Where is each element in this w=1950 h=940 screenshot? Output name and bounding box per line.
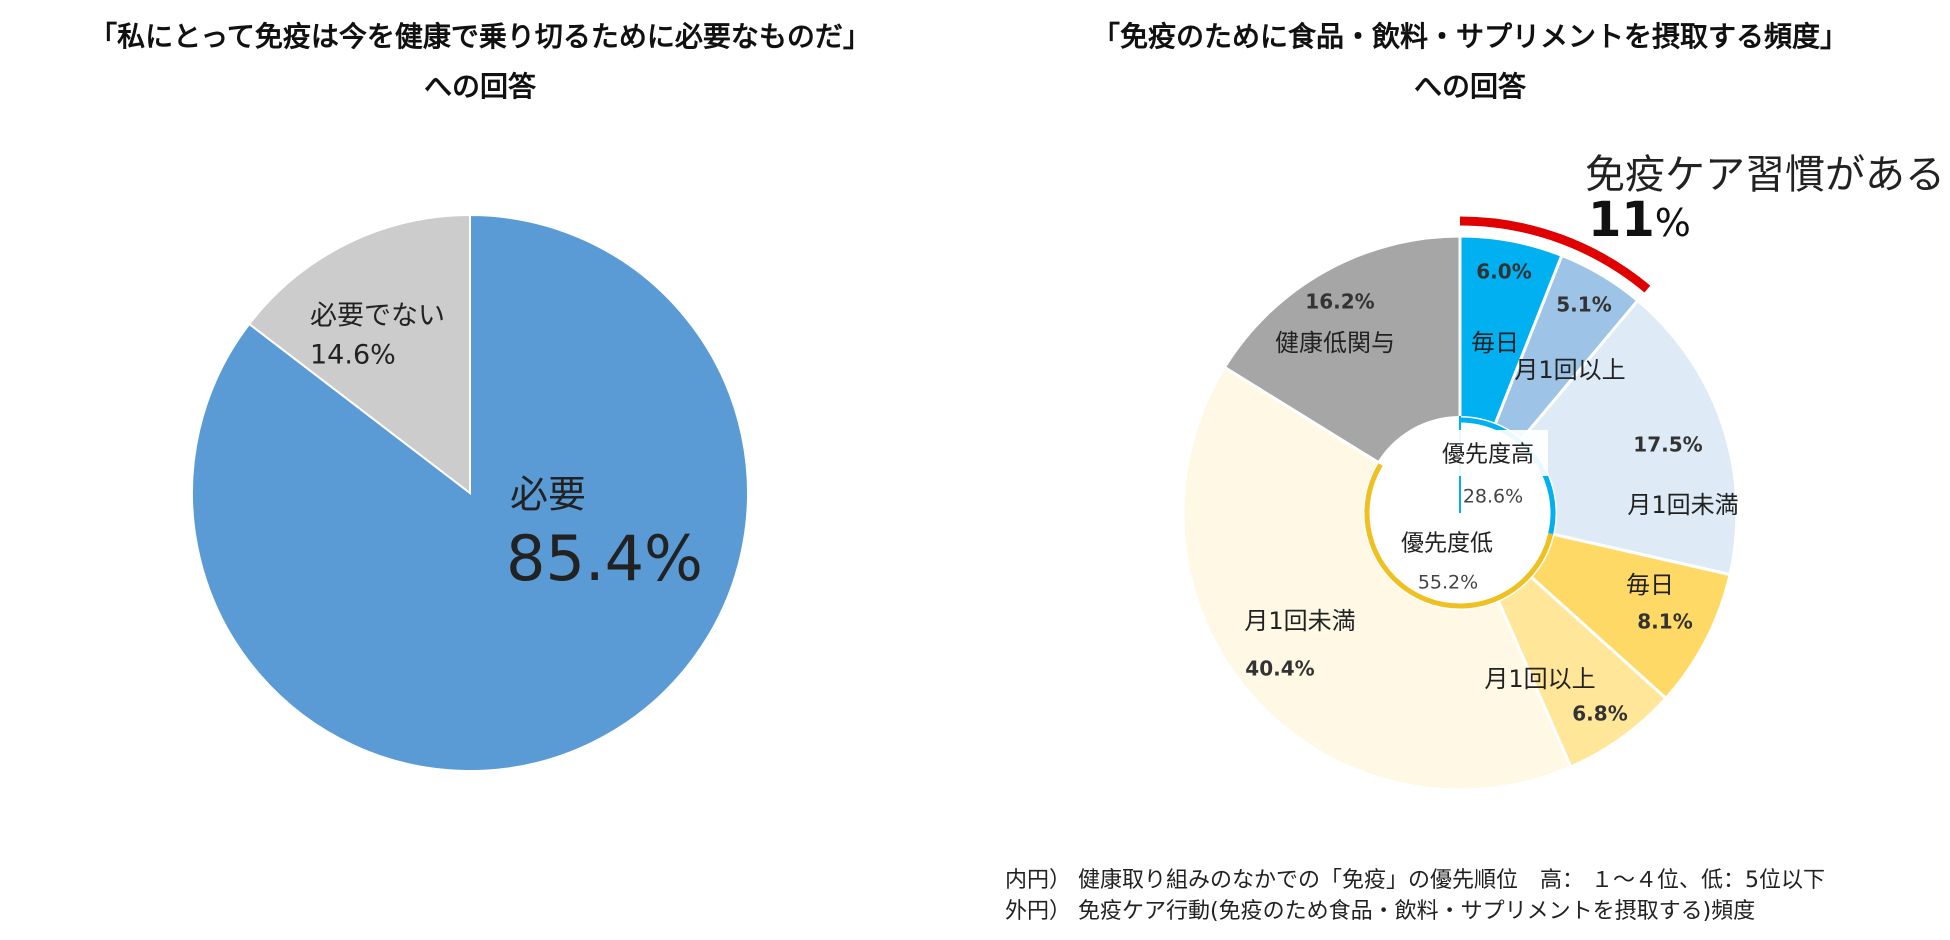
inner-label-low-priority: 優先度低 — [1401, 531, 1493, 557]
right-chart-title-line-2: への回答 — [1413, 70, 1526, 103]
outer-label-monthly-plus-high: 月1回以上 — [1514, 356, 1625, 384]
outer-label-less-monthly-low: 月1回未満 — [1244, 607, 1355, 635]
left-pie-value-necessary: 85.4% — [506, 522, 703, 595]
outer-label-low-involvement: 健康低関与 — [1275, 329, 1395, 357]
outer-value-monthly-plus-low: 6.8% — [1572, 702, 1627, 726]
left-chart-title: 「私にとって免疫は今を健康で乗り切るために必要なものだ」 への回答 — [0, 12, 960, 112]
outer-ring-note: 外円） 免疫ケア行動(免疫のため食品・飲料・サプリメントを摂取する)頻度 — [1005, 899, 1756, 924]
inner-label-high-box — [1428, 430, 1548, 476]
outer-value-less-monthly-low: 40.4% — [1245, 657, 1314, 681]
inner-value-low-priority: 55.2% — [1418, 572, 1478, 594]
left-chart-title-line-2: への回答 — [423, 70, 536, 103]
immune-care-highlight-arc — [1459, 216, 1651, 293]
outer-value-daily-low: 8.1% — [1637, 610, 1692, 634]
outer-label-daily-high: 毎日 — [1471, 329, 1519, 357]
inner-ring-note: 内円） 健康取り組みのなかでの「免疫」の優先順位 高： １～４位、低：5位以下 — [1005, 868, 1825, 893]
left-pie-label-not-necessary: 必要でない — [310, 301, 445, 332]
left-pie-label-necessary: 必要 — [510, 473, 586, 517]
outer-value-less-monthly-high: 17.5% — [1633, 433, 1702, 457]
left-pie-slice-not-necessary — [247, 213, 471, 496]
inner-arc-low-priority — [1364, 463, 1554, 609]
immune-care-habit-value: 11% — [1588, 192, 1691, 248]
inner-value-high-priority: 28.6% — [1463, 486, 1523, 508]
outer-value-monthly-plus-high: 5.1% — [1556, 293, 1611, 317]
immune-care-habit-unit: % — [1654, 201, 1691, 245]
right-chart-title-line-1: 「免疫のために食品・飲料・サプリメントを摂取する頻度」 — [1091, 20, 1848, 53]
left-pie-value-not-necessary: 14.6% — [310, 340, 396, 371]
outer-value-low-involvement: 16.2% — [1305, 290, 1374, 314]
outer-label-less-monthly-high: 月1回未満 — [1627, 491, 1738, 519]
outer-value-daily-high: 6.0% — [1476, 260, 1531, 284]
right-chart-title: 「免疫のために食品・飲料・サプリメントを摂取する頻度」 への回答 — [990, 12, 1950, 112]
outer-slice-less-monthly-low — [1181, 365, 1573, 792]
left-chart-title-line-1: 「私にとって免疫は今を健康で乗り切るために必要なものだ」 — [89, 20, 871, 53]
inner-label-high-priority: 優先度高 — [1442, 442, 1534, 468]
outer-label-daily-low: 毎日 — [1626, 571, 1674, 599]
outer-label-monthly-plus-low: 月1回以上 — [1484, 665, 1595, 693]
immune-care-habit-number: 11 — [1588, 192, 1655, 248]
immune-care-habit-label: 免疫ケア習慣がある — [1585, 152, 1945, 198]
